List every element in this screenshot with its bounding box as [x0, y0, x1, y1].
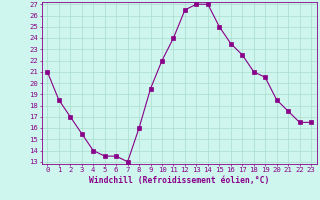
X-axis label: Windchill (Refroidissement éolien,°C): Windchill (Refroidissement éolien,°C): [89, 176, 269, 185]
